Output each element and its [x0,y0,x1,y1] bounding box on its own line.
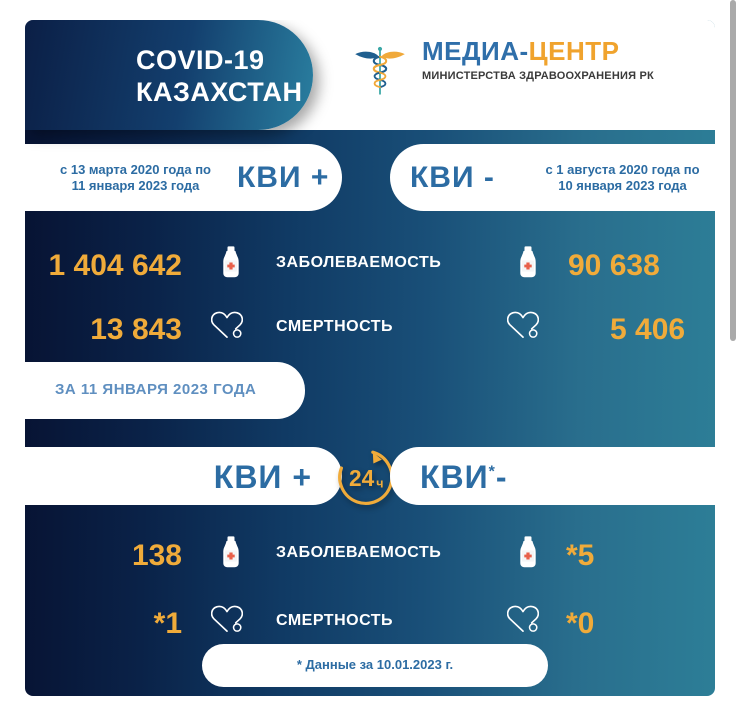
svg-text:ч: ч [376,476,383,490]
svg-text:24: 24 [349,465,375,491]
